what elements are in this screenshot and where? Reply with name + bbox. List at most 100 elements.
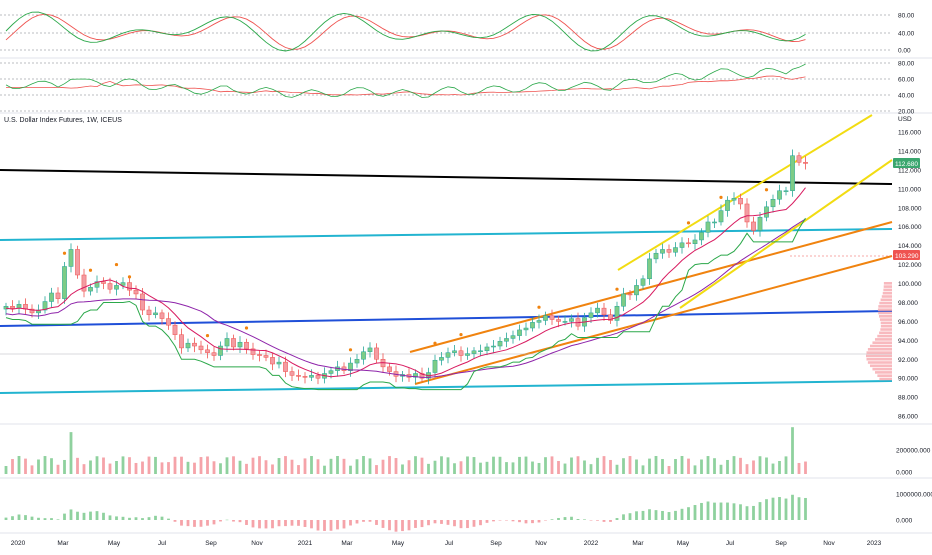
oscillator-bar	[745, 506, 749, 520]
trendlines	[0, 114, 893, 394]
price-tick-label: 88.000	[898, 395, 918, 402]
oscillator-bar	[758, 502, 762, 520]
candle-body	[601, 307, 607, 316]
profile-bar	[879, 377, 892, 381]
candle-body	[185, 342, 191, 349]
oscillator-bar	[479, 520, 482, 526]
candle-body	[49, 292, 54, 302]
candle-body	[88, 287, 93, 292]
volume-bar	[635, 459, 638, 474]
profile-bar	[882, 291, 892, 295]
signal-marker	[433, 341, 437, 345]
signal-marker	[764, 188, 769, 192]
volume-bar	[69, 432, 73, 474]
candle-body	[283, 361, 288, 372]
time-label: Nov	[251, 540, 263, 547]
candle-body	[270, 357, 275, 365]
candle-body	[62, 266, 67, 299]
profile-bar	[880, 321, 892, 325]
candle-body	[211, 352, 217, 356]
oscillator-bar	[791, 494, 794, 520]
price-tick-label: 112.000	[898, 167, 921, 174]
volume-bar	[401, 464, 404, 474]
oscillator-pane	[4, 494, 807, 532]
rsi-tick-label: 20.00	[898, 109, 915, 116]
oscillator-bar	[128, 517, 131, 520]
oscillator-bar	[583, 519, 586, 520]
volume-bar	[420, 457, 424, 474]
profile-bar	[878, 311, 892, 315]
candle-body	[445, 352, 451, 358]
ma-fast-line	[5, 187, 806, 378]
oscillator-bar	[544, 520, 547, 521]
candle-body	[16, 304, 22, 309]
volume-bar	[498, 456, 502, 474]
volume-bar	[95, 456, 99, 474]
stoch-tick-label: 80.00	[898, 13, 915, 20]
volume-bar	[186, 461, 190, 474]
volume-bar	[433, 460, 437, 474]
profile-bar	[867, 348, 892, 351]
volume-bar	[492, 456, 495, 474]
volume-bar	[264, 460, 268, 474]
signal-marker	[459, 333, 463, 337]
candle-body	[231, 338, 236, 348]
oscillator-bar	[635, 511, 638, 520]
price-tick-label: 90.000	[898, 376, 918, 383]
volume-bar	[628, 456, 632, 474]
oscillator-tick-label: 1000000.000	[896, 492, 932, 499]
volume-bar	[329, 458, 333, 474]
oscillator-bar	[258, 520, 261, 529]
oscillator-bar	[50, 518, 53, 520]
oscillator-bar	[24, 515, 27, 520]
volume-bar	[414, 456, 417, 474]
signal-marker	[244, 326, 249, 330]
oscillator-bar	[511, 520, 515, 522]
oscillator-bar	[446, 520, 450, 525]
signal-marker	[615, 287, 619, 291]
oscillator-bar	[147, 517, 151, 520]
volume-bar	[778, 460, 781, 474]
oscillator-bar	[797, 497, 801, 520]
candle-body	[114, 285, 119, 290]
candle-body	[757, 216, 763, 231]
oscillator-bar	[609, 520, 612, 522]
volume-bar	[180, 456, 183, 474]
profile-bar	[880, 324, 892, 328]
candle-body	[621, 293, 626, 307]
candle-body	[42, 301, 48, 311]
oscillator-bar	[628, 513, 632, 520]
candle-body	[354, 359, 360, 364]
candle-body	[94, 281, 100, 288]
time-label: Jul	[445, 540, 454, 547]
volume-bar	[693, 465, 697, 474]
candle-body	[673, 247, 678, 253]
oscillator-bar	[43, 518, 47, 520]
oscillator-bar	[771, 497, 775, 520]
profile-bar	[869, 364, 892, 368]
price-tick-label: 98.000	[898, 300, 918, 307]
candle-body	[484, 346, 490, 352]
candle-body	[10, 305, 15, 309]
oscillator-bar	[355, 520, 359, 524]
candle-body	[712, 221, 717, 224]
oscillator-bar	[550, 519, 554, 520]
candle-body	[107, 283, 113, 290]
volume-bar	[479, 462, 482, 474]
oscillator-bar	[680, 508, 684, 520]
volume-bar	[674, 459, 677, 474]
volume-bar	[316, 459, 320, 474]
volume-bar	[56, 464, 60, 474]
oscillator-bar	[180, 520, 183, 526]
volume-bar	[277, 458, 281, 474]
oscillator-bar	[212, 520, 216, 525]
candle-body	[627, 293, 633, 296]
oscillator-bar	[739, 504, 742, 520]
candle-body	[432, 359, 438, 373]
candle-body	[198, 345, 204, 351]
volume-bar	[804, 461, 807, 474]
candle-body	[120, 282, 126, 286]
volume-bar	[726, 459, 729, 474]
volume-bar	[713, 458, 716, 474]
